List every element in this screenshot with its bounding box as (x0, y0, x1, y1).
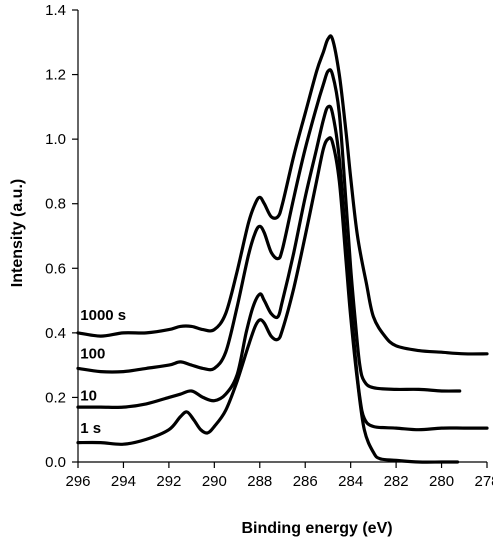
series-label-1: 100 (80, 346, 105, 363)
x-tick-label: 296 (65, 473, 90, 490)
x-tick-label: 290 (202, 473, 227, 490)
y-tick-label: 1.2 (45, 67, 66, 84)
y-tick-label: 0.8 (45, 196, 66, 213)
labels-layer: 1000 s 100 10 1 s (80, 307, 126, 437)
series-label-2: 10 (80, 388, 97, 405)
x-tick-label: 284 (338, 473, 363, 490)
x-tick-label: 292 (156, 473, 181, 490)
y-tick-label: 0.4 (45, 325, 66, 342)
axes-layer: 296 294 292 290 288 286 284 282 280 278 0.0 0.2 0.4 0… (45, 2, 493, 490)
y-tick-label: 1.4 (45, 2, 66, 19)
x-tick-label: 278 (474, 473, 493, 490)
series-line-3 (76, 34, 489, 356)
series-label-0: 1000 s (80, 307, 126, 324)
series-line-1 (76, 104, 489, 432)
y-tick-label: 0.0 (45, 454, 66, 471)
x-tick-label: 288 (247, 473, 272, 490)
x-tick-label: 294 (111, 473, 136, 490)
x-tick-label: 286 (293, 473, 318, 490)
series-layer (76, 34, 489, 464)
series-line-0 (76, 136, 460, 464)
x-tick-label: 282 (384, 473, 409, 490)
y-tick-label: 0.6 (45, 260, 66, 277)
series-line-2 (76, 68, 462, 393)
y-tick-label: 0.2 (45, 389, 66, 406)
x-axis-title: Binding energy (eV) (241, 520, 392, 537)
y-axis-title: Intensity (a.u.) (9, 179, 26, 287)
x-tick-label: 280 (429, 473, 454, 490)
y-tick-label: 1.0 (45, 131, 66, 148)
series-label-3: 1 s (80, 420, 101, 437)
